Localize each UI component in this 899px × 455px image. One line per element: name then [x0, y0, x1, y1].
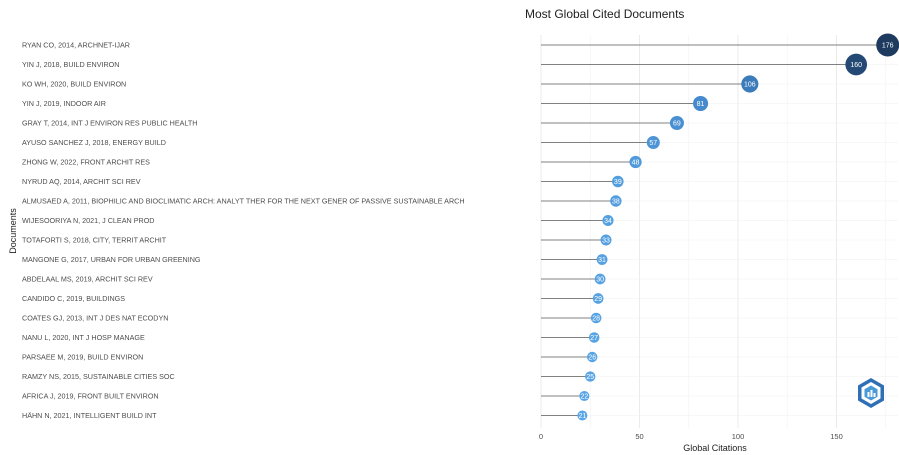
point-value-label: 27 — [590, 335, 598, 342]
x-tick-label: 0 — [539, 432, 543, 441]
point-value-label: 176 — [882, 42, 894, 49]
point-value-label: 48 — [632, 159, 640, 166]
lollipop-point — [594, 273, 606, 285]
point-value-label: 34 — [604, 218, 612, 225]
point-value-label: 21 — [578, 413, 586, 420]
document-label: WIJESOORIYA N, 2021, J CLEAN PROD — [22, 216, 154, 225]
lollipop-point — [629, 155, 642, 169]
point-value-label: 106 — [744, 81, 756, 88]
bibliometrix-logo-icon — [858, 378, 884, 408]
document-label: ABDELAAL MS, 2019, ARCHIT SCI REV — [22, 275, 153, 284]
document-labels: RYAN CO, 2014, ARCHNET-IJAR YIN J, 2018, … — [22, 41, 465, 421]
document-label: YIN J, 2018, BUILD ENVIRON — [22, 60, 119, 69]
x-tick-label: 100 — [732, 432, 745, 441]
lollipop-point — [577, 410, 588, 421]
point-value-label: 39 — [614, 179, 622, 186]
lollipop-point — [612, 175, 624, 188]
lollipop-point — [845, 53, 868, 76]
point-value-label: 26 — [588, 354, 596, 361]
point-value-label: 38 — [612, 198, 620, 205]
lollipop-point — [600, 234, 612, 246]
point-value-label: 33 — [602, 237, 610, 244]
point-value-label: 30 — [596, 276, 604, 283]
document-label: RAMZY NS, 2015, SUSTAINABLE CITIES SOC — [22, 372, 175, 381]
point-value-label: 69 — [673, 120, 681, 127]
lollipop-point — [693, 95, 709, 112]
document-label: ALMUSAED A, 2011, BIOPHILIC AND BIOCLIMA… — [22, 197, 465, 206]
lollipop-point — [646, 135, 660, 150]
point-value-label: 22 — [580, 393, 588, 400]
document-label: TOTAFORTI S, 2018, CITY, TERRIT ARCHIT — [22, 236, 167, 245]
lollipop-point — [596, 254, 608, 265]
document-label: COATES GJ, 2013, INT J DES NAT ECODYN — [22, 314, 168, 323]
document-label: GRAY T, 2014, INT J ENVIRON RES PUBLIC H… — [22, 119, 197, 128]
document-label: MANGONE G, 2017, URBAN FOR URBAN GREENIN… — [22, 255, 201, 264]
document-label: ZHONG W, 2022, FRONT ARCHIT RES — [22, 158, 150, 167]
x-axis-ticks: 0 50 100 150 — [539, 432, 843, 441]
document-label: HÄHN N, 2021, INTELLIGENT BUILD INT — [22, 411, 157, 420]
lollipop-point — [876, 33, 899, 57]
lollipop-point — [741, 75, 759, 93]
document-label: RYAN CO, 2014, ARCHNET-IJAR — [22, 41, 130, 50]
lollipop-point — [610, 195, 622, 207]
x-tick-label: 50 — [635, 432, 643, 441]
document-label: NANU L, 2020, INT J HOSP MANAGE — [22, 333, 145, 342]
lollipop-stems — [541, 44, 888, 416]
lollipop-point — [669, 115, 684, 131]
lollipop-point — [585, 371, 596, 382]
grid-lines — [540, 35, 898, 428]
point-value-label: 81 — [697, 101, 705, 108]
lollipop-point — [579, 390, 590, 402]
lollipop-point — [590, 312, 602, 324]
document-label: PARSAEE M, 2019, BUILD ENVIRON — [22, 353, 143, 362]
point-value-label: 57 — [649, 140, 657, 147]
document-label: YIN J, 2019, INDOOR AIR — [22, 99, 106, 108]
point-value-label: 31 — [598, 257, 606, 264]
document-label: AFRICA J, 2019, FRONT BUILT ENVIRON — [22, 392, 159, 401]
x-tick-label: 150 — [830, 432, 843, 441]
lollipop-point — [592, 293, 604, 304]
chart-title: Most Global Cited Documents — [525, 7, 684, 21]
lollipop-points: 176 160 106 81 69 57 48 39 38 34 33 31 30 29 28 27 26 25 2… — [577, 33, 899, 421]
lollipop-point — [587, 351, 598, 363]
document-label: NYRUD AQ, 2014, ARCHIT SCI REV — [22, 177, 141, 186]
document-label: KO WH, 2020, BUILD ENVIRON — [22, 80, 126, 89]
y-axis-title: Documents — [8, 208, 18, 254]
document-label: CANDIDO C, 2019, BUILDINGS — [22, 294, 125, 303]
lollipop-point — [588, 332, 600, 343]
document-label: AYUSO SANCHEZ J, 2018, ENERGY BUILD — [22, 138, 166, 147]
point-value-label: 29 — [594, 296, 602, 303]
point-value-label: 25 — [586, 374, 594, 381]
point-value-label: 160 — [850, 62, 862, 69]
point-value-label: 28 — [592, 315, 600, 322]
x-axis-title: Global Citations — [683, 443, 747, 453]
lollipop-point — [602, 214, 614, 227]
